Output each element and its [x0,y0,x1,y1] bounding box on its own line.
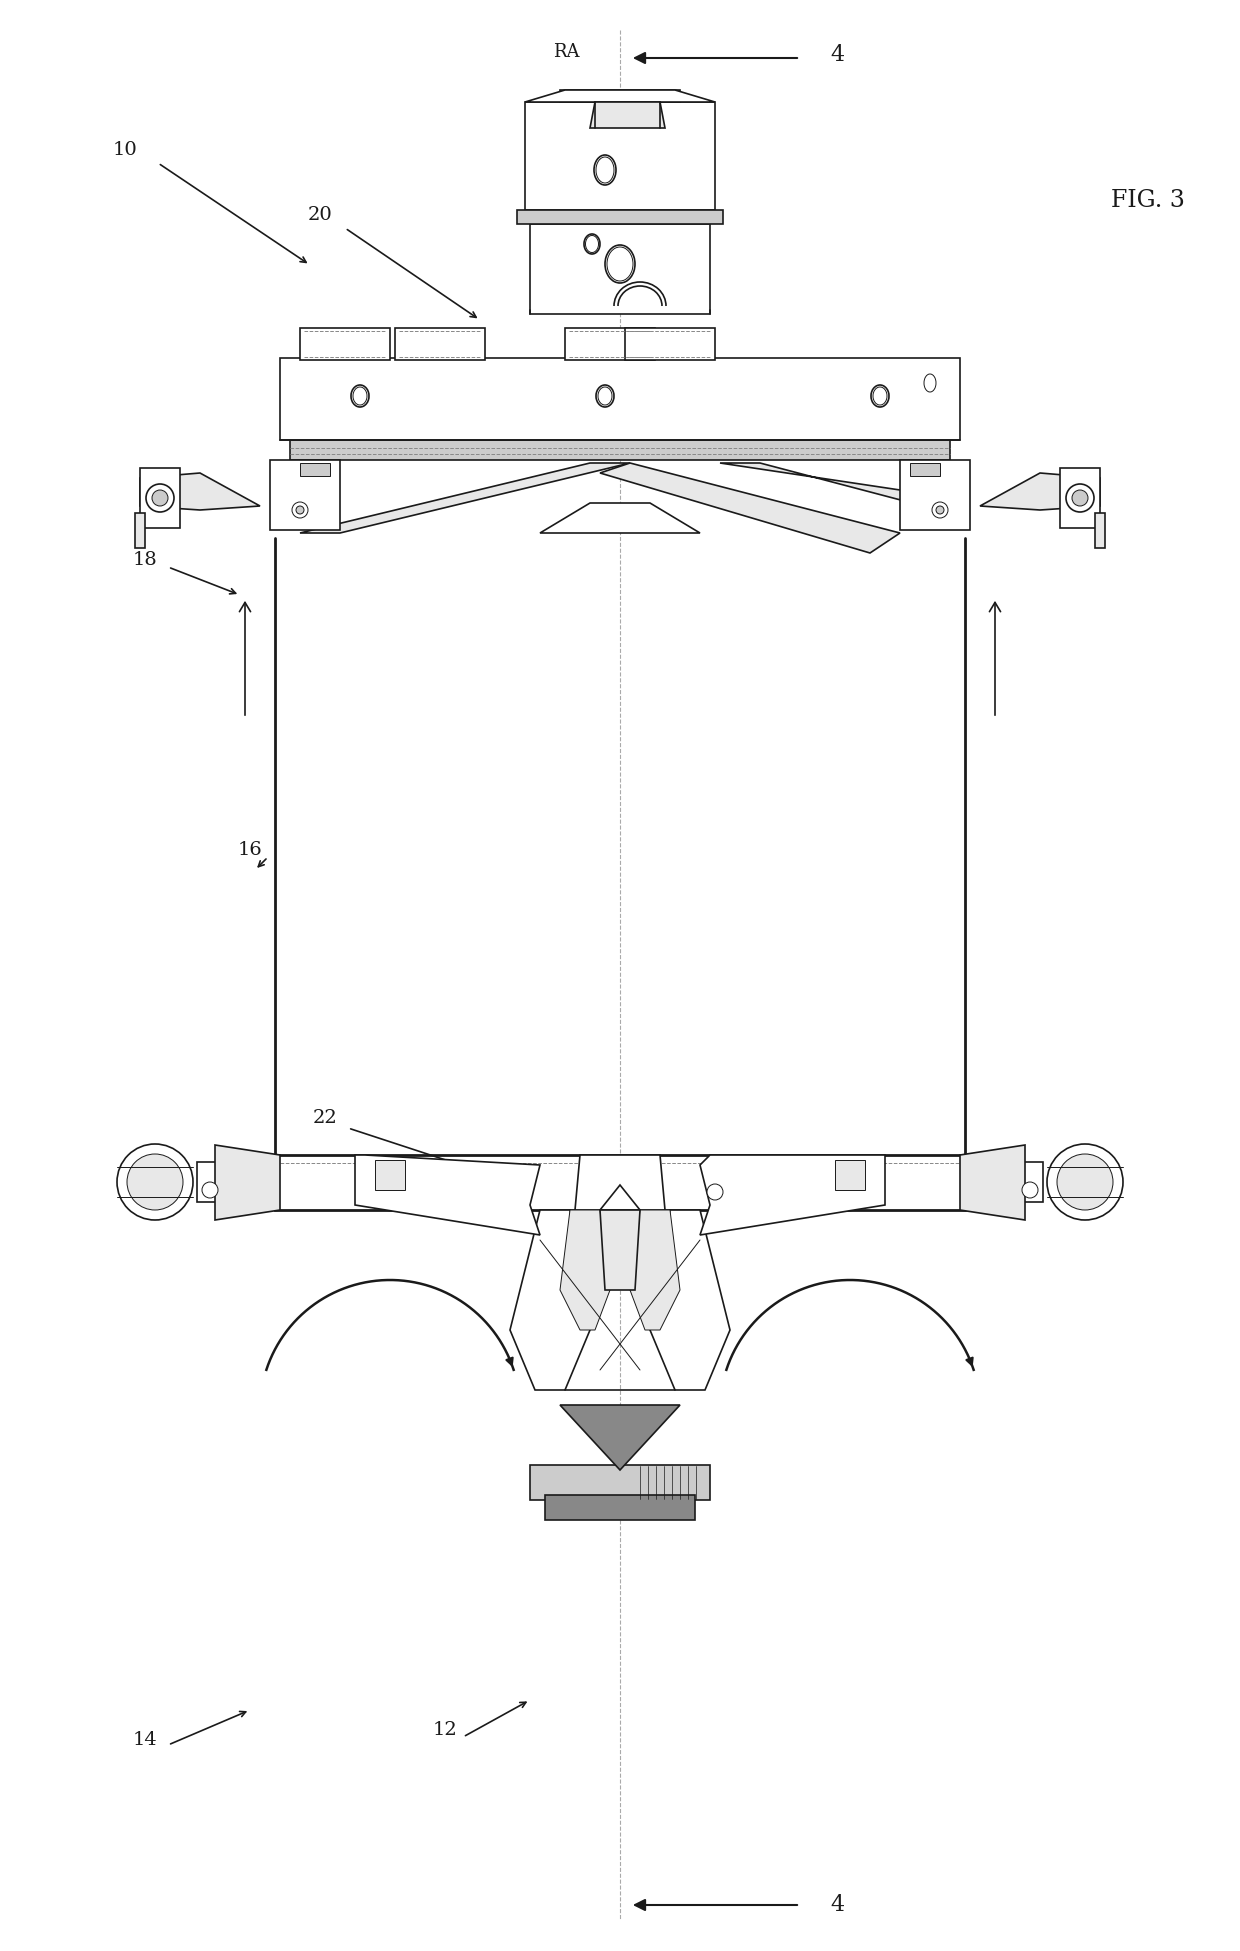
Bar [140,468,180,529]
Polygon shape [910,462,940,476]
Bar [625,328,715,361]
Bar [280,357,960,441]
Polygon shape [560,1210,610,1331]
Polygon shape [835,1161,866,1190]
Polygon shape [525,90,715,101]
Polygon shape [590,101,665,129]
Circle shape [296,505,304,513]
Polygon shape [630,1210,680,1331]
Bar [290,441,950,460]
Bar [396,328,485,361]
Circle shape [932,501,949,519]
Bar [135,513,145,548]
Circle shape [1066,484,1094,511]
Text: 18: 18 [133,550,157,570]
Bar [1018,1163,1043,1202]
Circle shape [707,1184,723,1200]
Polygon shape [650,1210,730,1389]
Polygon shape [140,472,260,509]
Polygon shape [600,462,900,552]
Text: 22: 22 [312,1108,337,1128]
Polygon shape [720,462,950,513]
Text: 4: 4 [830,1894,844,1916]
Bar [565,328,655,361]
Text: 16: 16 [238,841,263,858]
Bar [525,101,715,211]
Bar [1060,468,1100,529]
Bar [529,1465,711,1500]
Circle shape [291,501,308,519]
Bar [197,1163,222,1202]
Circle shape [1073,490,1087,505]
Circle shape [146,484,174,511]
Polygon shape [575,1155,665,1210]
Polygon shape [374,1161,405,1190]
Polygon shape [980,472,1100,509]
Bar [275,1155,965,1210]
Bar [300,328,391,361]
Polygon shape [215,1145,280,1219]
Bar [560,90,680,101]
Text: FIG. 3: FIG. 3 [1111,189,1185,211]
Polygon shape [300,462,630,533]
Polygon shape [539,503,701,533]
Bar [546,1494,694,1520]
Bar [270,460,340,531]
Text: RA: RA [553,43,580,60]
Circle shape [1056,1153,1114,1210]
Circle shape [153,490,167,505]
Polygon shape [510,1210,590,1389]
Polygon shape [960,1145,1025,1219]
Text: 12: 12 [433,1721,458,1738]
Circle shape [936,505,944,513]
Bar [900,460,970,531]
Circle shape [126,1153,184,1210]
Polygon shape [600,1210,640,1290]
Bar [529,224,711,314]
Polygon shape [560,1405,680,1469]
Text: 14: 14 [133,1731,157,1748]
Bar [517,211,723,224]
Text: 10: 10 [113,140,138,158]
Circle shape [1022,1182,1038,1198]
Polygon shape [355,1155,539,1235]
Bar [1095,513,1105,548]
Circle shape [202,1182,218,1198]
Polygon shape [701,1155,885,1235]
Text: 20: 20 [308,207,332,224]
Text: 4: 4 [830,45,844,66]
Polygon shape [300,462,330,476]
Circle shape [1047,1143,1123,1219]
Circle shape [117,1143,193,1219]
